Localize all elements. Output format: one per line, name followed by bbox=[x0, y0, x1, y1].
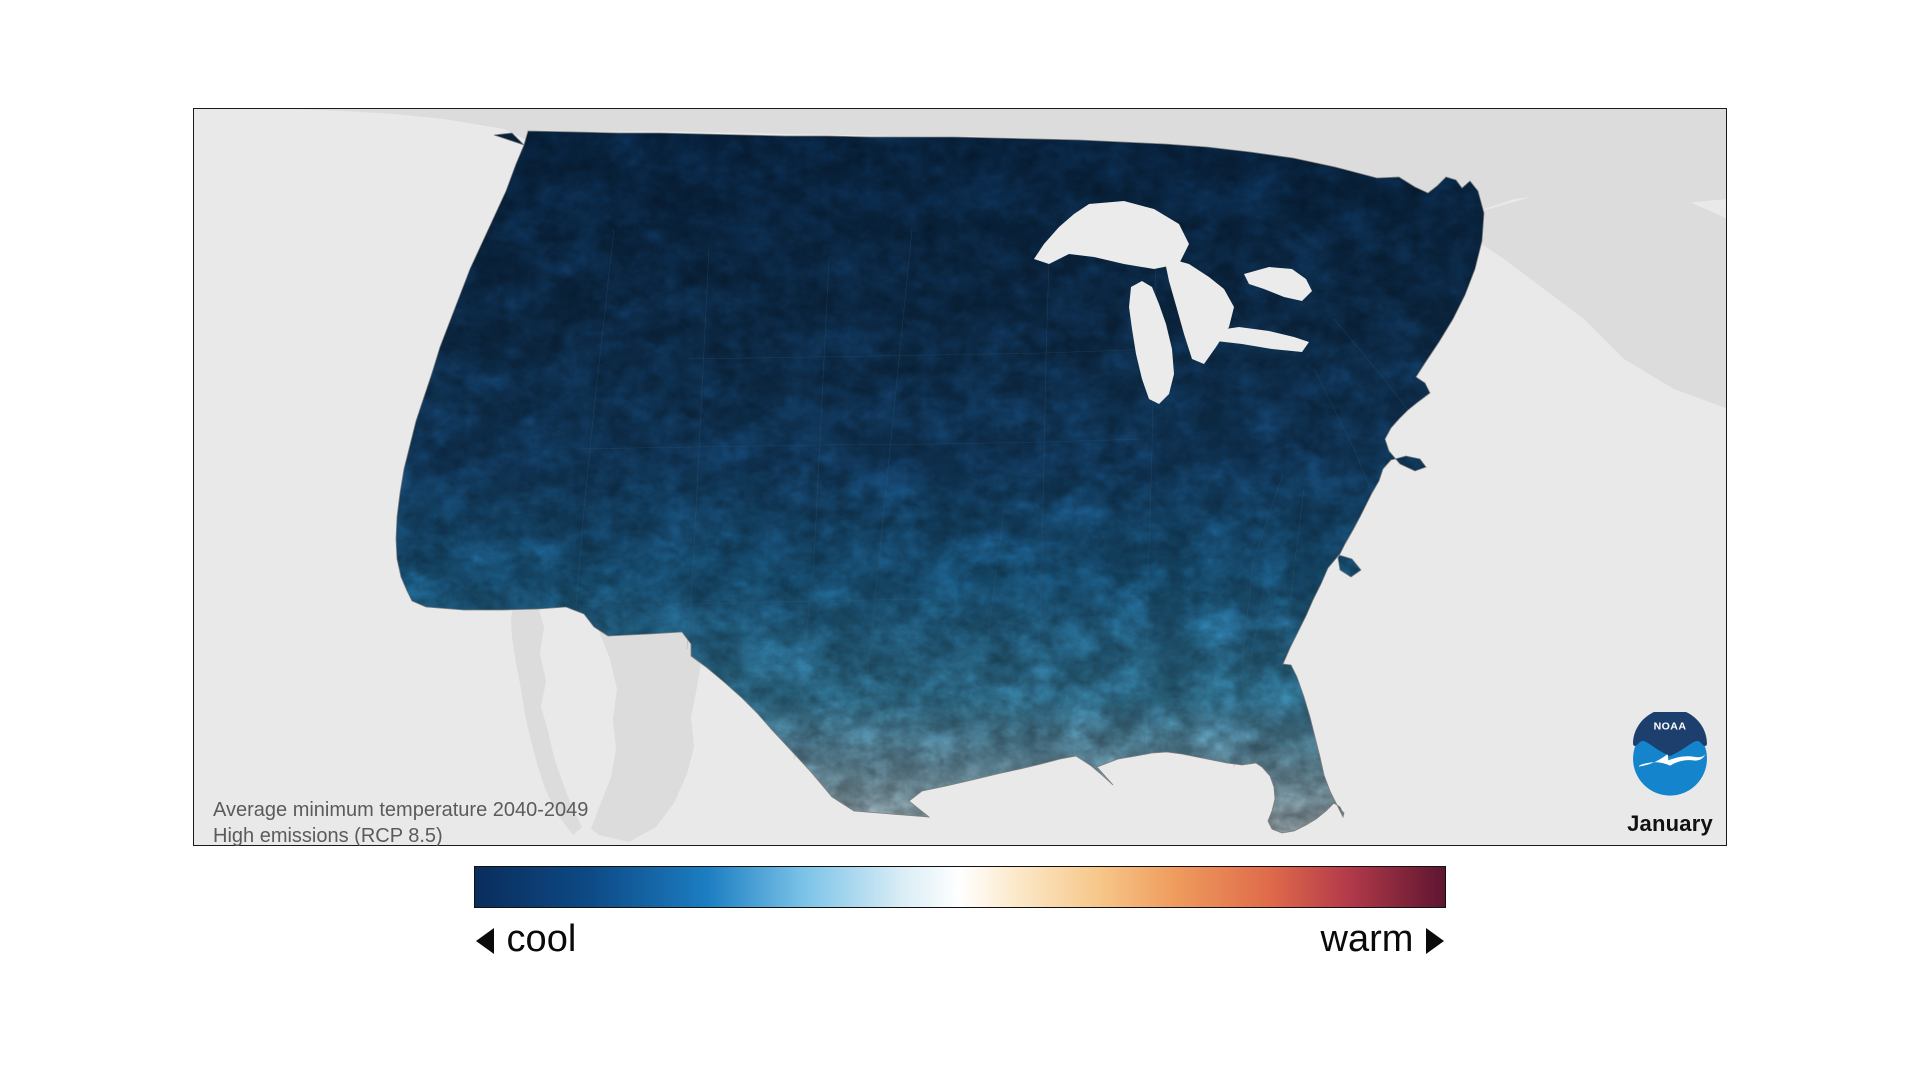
svg-text:NOAA: NOAA bbox=[1654, 721, 1687, 733]
